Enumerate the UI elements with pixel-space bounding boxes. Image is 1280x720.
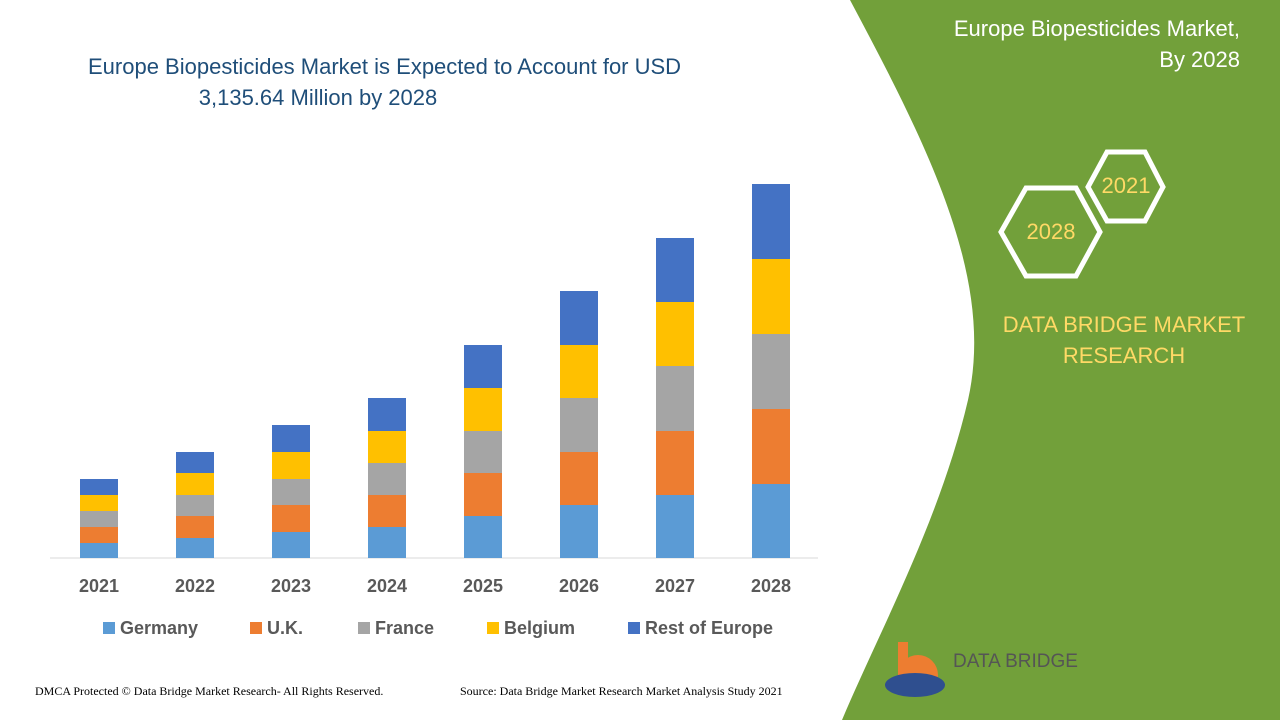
panel-title: Europe Biopesticides Market, xyxy=(954,16,1240,41)
bar-segment xyxy=(752,484,790,558)
x-tick-label: 2026 xyxy=(559,576,599,596)
bar-segment xyxy=(656,431,694,495)
logo-text: DATA BRIDGE xyxy=(953,651,1078,672)
bar-segment xyxy=(272,452,310,479)
bar-segment xyxy=(272,505,310,532)
bar-segment xyxy=(656,495,694,558)
bar-segment xyxy=(560,398,598,452)
logo-shape xyxy=(885,673,945,697)
bar-segment xyxy=(272,532,310,558)
green-panel xyxy=(842,0,1280,720)
legend-swatch xyxy=(487,622,499,634)
bar-segment xyxy=(368,398,406,431)
legend-label: U.K. xyxy=(267,618,303,638)
bar-segment xyxy=(80,511,118,527)
bar-segment xyxy=(272,425,310,452)
bar-segment xyxy=(464,516,502,558)
footer-text: DMCA Protected © Data Bridge Market Rese… xyxy=(35,684,383,698)
bar-segment xyxy=(176,495,214,516)
legend-swatch xyxy=(358,622,370,634)
bar-segment xyxy=(560,345,598,398)
bar-segment xyxy=(464,431,502,473)
legend-label: France xyxy=(375,618,434,638)
bar-segment xyxy=(80,495,118,511)
hexagon xyxy=(998,185,1103,279)
bar-segment xyxy=(464,345,502,388)
footer-text: Source: Data Bridge Market Research Mark… xyxy=(460,684,783,698)
panel-title: By 2028 xyxy=(1159,47,1240,72)
x-tick-label: 2025 xyxy=(463,576,503,596)
bar-segment xyxy=(368,431,406,463)
legend-label: Germany xyxy=(120,618,198,638)
bar-segment xyxy=(368,463,406,495)
bar-segment xyxy=(560,452,598,505)
x-tick-label: 2024 xyxy=(367,576,407,596)
hexagon xyxy=(1085,149,1166,224)
legend-swatch xyxy=(250,622,262,634)
brand-text: RESEARCH xyxy=(1063,343,1185,368)
x-tick-label: 2028 xyxy=(751,576,791,596)
bar-segment xyxy=(752,334,790,409)
x-tick-label: 2027 xyxy=(655,576,695,596)
legend-swatch xyxy=(628,622,640,634)
bar-segment xyxy=(80,479,118,495)
logo: DATA BRIDGE xyxy=(885,642,1078,697)
bar-segment xyxy=(656,238,694,302)
bar-segment xyxy=(464,473,502,516)
bar-segment xyxy=(368,527,406,558)
bar-segment xyxy=(176,538,214,558)
bar-segment xyxy=(80,527,118,543)
bar-segment xyxy=(560,291,598,345)
chart-title: 3,135.64 Million by 2028 xyxy=(199,85,438,110)
bar-segment xyxy=(656,366,694,431)
legend-label: Rest of Europe xyxy=(645,618,773,638)
chart-title: Europe Biopesticides Market is Expected … xyxy=(88,54,681,79)
bar-segment xyxy=(464,388,502,431)
bar-segment xyxy=(368,495,406,527)
bar-segment xyxy=(272,479,310,505)
hex-year: 2021 xyxy=(1102,173,1151,198)
bar-segment xyxy=(176,452,214,473)
legend-label: Belgium xyxy=(504,618,575,638)
bar-segment xyxy=(752,409,790,484)
bar-segment xyxy=(176,516,214,538)
bar-segment xyxy=(560,505,598,558)
hex-year: 2028 xyxy=(1027,219,1076,244)
brand-text: DATA BRIDGE MARKET xyxy=(1003,312,1245,337)
x-tick-label: 2023 xyxy=(271,576,311,596)
x-tick-label: 2021 xyxy=(79,576,119,596)
bar-segment xyxy=(176,473,214,495)
bar-segment xyxy=(80,543,118,558)
legend-swatch xyxy=(103,622,115,634)
x-tick-label: 2022 xyxy=(175,576,215,596)
bar-segment xyxy=(656,302,694,366)
bar-segment xyxy=(752,184,790,259)
bar-segment xyxy=(752,259,790,334)
